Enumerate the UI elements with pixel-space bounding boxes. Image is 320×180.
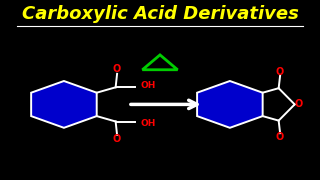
Text: O: O <box>113 134 121 145</box>
Text: O: O <box>276 67 284 77</box>
Text: O: O <box>276 132 284 142</box>
Polygon shape <box>197 81 263 128</box>
Text: O: O <box>113 64 121 74</box>
Text: O: O <box>295 99 303 109</box>
Text: Carboxylic Acid Derivatives: Carboxylic Acid Derivatives <box>21 5 299 23</box>
Polygon shape <box>31 81 97 128</box>
Text: OH: OH <box>140 119 156 128</box>
Text: OH: OH <box>140 81 156 90</box>
